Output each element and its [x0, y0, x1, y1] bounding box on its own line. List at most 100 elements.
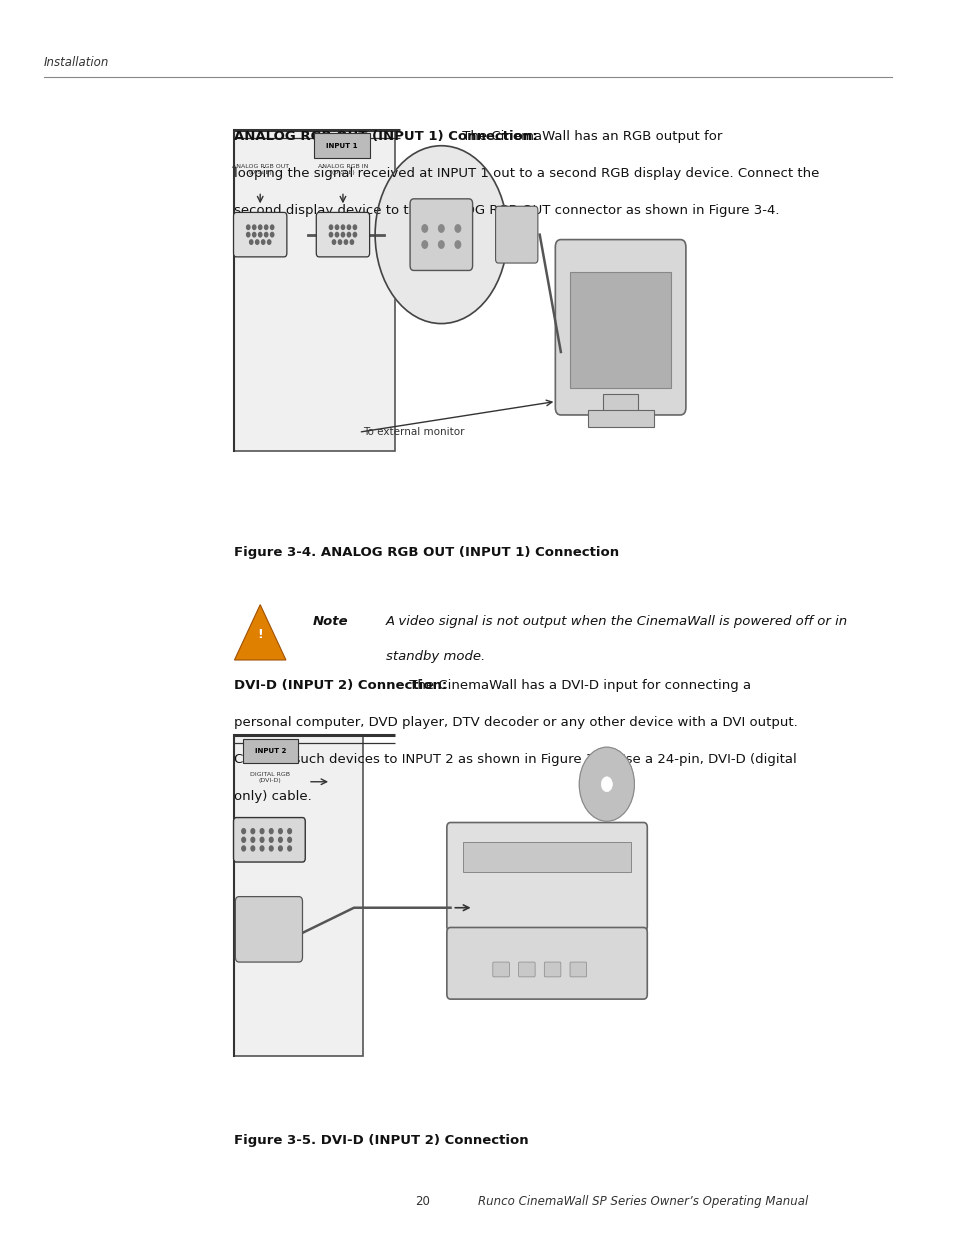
Circle shape	[332, 240, 335, 245]
Circle shape	[246, 225, 250, 230]
Text: Figure 3-5. DVI-D (INPUT 2) Connection: Figure 3-5. DVI-D (INPUT 2) Connection	[234, 1134, 529, 1147]
FancyBboxPatch shape	[234, 130, 395, 451]
Circle shape	[344, 240, 347, 245]
Circle shape	[253, 232, 255, 237]
Circle shape	[251, 837, 254, 842]
Circle shape	[353, 225, 356, 230]
Text: INPUT 2: INPUT 2	[254, 748, 286, 753]
FancyBboxPatch shape	[463, 842, 630, 872]
Circle shape	[335, 225, 338, 230]
Text: personal computer, DVD player, DTV decoder or any other device with a DVI output: personal computer, DVD player, DTV decod…	[234, 716, 798, 730]
Polygon shape	[234, 605, 286, 659]
Circle shape	[253, 225, 255, 230]
Circle shape	[455, 225, 460, 232]
Text: DVI-D (INPUT 2) Connection:: DVI-D (INPUT 2) Connection:	[234, 679, 447, 693]
Text: The CinemaWall has an RGB output for: The CinemaWall has an RGB output for	[457, 130, 721, 143]
FancyBboxPatch shape	[493, 962, 509, 977]
Circle shape	[288, 837, 292, 842]
Circle shape	[421, 241, 427, 248]
FancyBboxPatch shape	[518, 962, 535, 977]
FancyBboxPatch shape	[446, 823, 646, 931]
Text: Runco CinemaWall SP Series Owner’s Operating Manual: Runco CinemaWall SP Series Owner’s Opera…	[478, 1194, 808, 1208]
FancyBboxPatch shape	[242, 739, 297, 763]
Circle shape	[341, 225, 344, 230]
Circle shape	[421, 225, 427, 232]
FancyBboxPatch shape	[446, 927, 646, 999]
Circle shape	[260, 846, 264, 851]
Text: Figure 3-4. ANALOG RGB OUT (INPUT 1) Connection: Figure 3-4. ANALOG RGB OUT (INPUT 1) Con…	[234, 546, 618, 559]
Text: standby mode.: standby mode.	[386, 650, 485, 663]
Circle shape	[288, 829, 292, 834]
FancyBboxPatch shape	[555, 240, 685, 415]
Circle shape	[278, 829, 282, 834]
Text: looping the signal received at INPUT 1 out to a second RGB display device. Conne: looping the signal received at INPUT 1 o…	[234, 167, 819, 180]
Text: ANALOG RGB IN
(D-Sub): ANALOG RGB IN (D-Sub)	[317, 164, 368, 175]
Circle shape	[251, 846, 254, 851]
Text: Connect such devices to INPUT 2 as shown in Figure 3-5. Use a 24-pin, DVI-D (dig: Connect such devices to INPUT 2 as shown…	[234, 753, 797, 767]
Circle shape	[347, 225, 350, 230]
Circle shape	[341, 232, 344, 237]
FancyBboxPatch shape	[587, 410, 653, 427]
Text: only) cable.: only) cable.	[234, 790, 312, 804]
FancyBboxPatch shape	[234, 735, 363, 1056]
Circle shape	[288, 846, 292, 851]
Text: To external monitor: To external monitor	[363, 427, 464, 437]
Circle shape	[375, 146, 507, 324]
Circle shape	[438, 241, 444, 248]
Circle shape	[264, 232, 268, 237]
Text: Installation: Installation	[44, 56, 110, 69]
Circle shape	[350, 240, 354, 245]
FancyBboxPatch shape	[233, 818, 305, 862]
Text: ANALOG RGB OUT (INPUT 1) Connection:: ANALOG RGB OUT (INPUT 1) Connection:	[234, 130, 537, 143]
Circle shape	[269, 846, 273, 851]
Circle shape	[278, 837, 282, 842]
Circle shape	[267, 240, 271, 245]
Text: Note: Note	[313, 615, 348, 629]
FancyBboxPatch shape	[544, 962, 560, 977]
FancyBboxPatch shape	[410, 199, 472, 270]
Text: INPUT 1: INPUT 1	[326, 143, 357, 148]
Circle shape	[335, 232, 338, 237]
Circle shape	[250, 240, 253, 245]
Circle shape	[329, 225, 333, 230]
FancyBboxPatch shape	[314, 133, 369, 158]
Text: ANALOG RGB OUT
(D-Sub): ANALOG RGB OUT (D-Sub)	[232, 164, 289, 175]
Circle shape	[261, 240, 265, 245]
FancyBboxPatch shape	[570, 962, 586, 977]
FancyBboxPatch shape	[602, 394, 638, 419]
Circle shape	[578, 747, 634, 821]
Text: second display device to the ANALOG RGB OUT connector as shown in Figure 3-4.: second display device to the ANALOG RGB …	[234, 204, 780, 217]
Text: 20: 20	[416, 1194, 430, 1208]
Circle shape	[600, 777, 612, 792]
Circle shape	[246, 232, 250, 237]
Circle shape	[255, 240, 258, 245]
Circle shape	[353, 232, 356, 237]
Text: The CinemaWall has a DVI-D input for connecting a: The CinemaWall has a DVI-D input for con…	[404, 679, 750, 693]
Circle shape	[271, 225, 274, 230]
Circle shape	[260, 829, 264, 834]
Circle shape	[269, 837, 273, 842]
Circle shape	[258, 225, 261, 230]
FancyBboxPatch shape	[316, 212, 369, 257]
FancyBboxPatch shape	[233, 212, 287, 257]
Text: DIGITAL RGB
(DVI-D): DIGITAL RGB (DVI-D)	[250, 772, 290, 783]
Circle shape	[241, 846, 245, 851]
Circle shape	[258, 232, 261, 237]
Circle shape	[438, 225, 444, 232]
Text: !: !	[257, 627, 263, 641]
FancyBboxPatch shape	[235, 897, 302, 962]
Circle shape	[241, 837, 245, 842]
FancyBboxPatch shape	[495, 206, 537, 263]
Circle shape	[260, 837, 264, 842]
Circle shape	[264, 225, 268, 230]
Circle shape	[271, 232, 274, 237]
FancyBboxPatch shape	[570, 272, 671, 388]
Circle shape	[338, 240, 341, 245]
Circle shape	[269, 829, 273, 834]
Circle shape	[241, 829, 245, 834]
Circle shape	[278, 846, 282, 851]
Circle shape	[347, 232, 350, 237]
Circle shape	[329, 232, 333, 237]
Text: A video signal is not output when the CinemaWall is powered off or in: A video signal is not output when the Ci…	[386, 615, 847, 629]
Circle shape	[455, 241, 460, 248]
